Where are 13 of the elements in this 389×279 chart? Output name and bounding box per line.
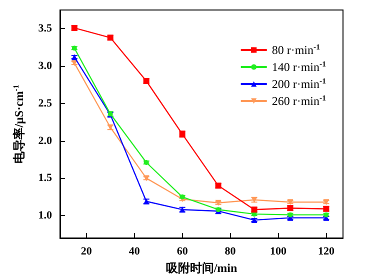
x-tick-label: 120 bbox=[318, 246, 335, 258]
x-tick-label: 60 bbox=[176, 246, 188, 258]
x-tick-label: 80 bbox=[224, 246, 236, 258]
x-tick-label: 40 bbox=[128, 246, 140, 258]
y-tick-label: 3.5 bbox=[38, 22, 52, 35]
y-tick-label: 2.5 bbox=[38, 97, 52, 110]
y-tick-label: 1.0 bbox=[38, 210, 52, 222]
x-tick-label: 100 bbox=[270, 246, 287, 258]
x-tick-label: 20 bbox=[80, 246, 92, 258]
y-tick-label: 3.0 bbox=[38, 60, 52, 72]
y-tick-label: 2.0 bbox=[38, 134, 52, 147]
x-axis-title: 吸附时间/min bbox=[166, 260, 238, 275]
y-tick-label: 1.5 bbox=[38, 172, 52, 184]
